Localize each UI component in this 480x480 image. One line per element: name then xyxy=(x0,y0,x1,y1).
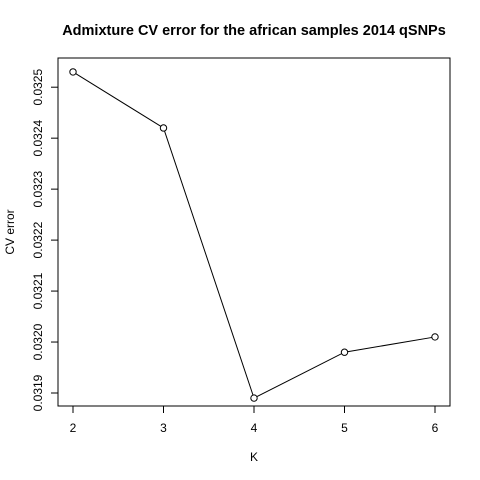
x-tick-label: 2 xyxy=(70,421,77,435)
series-layer xyxy=(69,68,439,402)
y-tick-label: 0.0324 xyxy=(31,119,45,156)
y-axis: 0.0319 0.0320 0.0321 0.0322 0.0323 0.0324 0.03… xyxy=(31,69,59,411)
data-point xyxy=(250,394,258,402)
data-point xyxy=(340,348,349,356)
y-tick-label: 0.0320 xyxy=(31,323,45,360)
x-tick-label: 3 xyxy=(160,421,167,435)
y-tick-label: 0.0321 xyxy=(31,272,45,309)
plot-frame xyxy=(57,57,451,407)
x-tick-label: 4 xyxy=(251,421,258,435)
x-axis: 2 3 4 5 6 xyxy=(70,405,439,435)
data-point xyxy=(159,124,168,132)
x-tick-label: 6 xyxy=(432,421,439,435)
y-axis-label: CV error xyxy=(3,209,17,254)
data-point xyxy=(69,68,77,76)
x-axis-label: K xyxy=(250,450,258,464)
data-point xyxy=(431,333,439,341)
chart-title: Admixture CV error for the african sampl… xyxy=(62,23,446,39)
x-tick-label: 5 xyxy=(341,421,348,435)
y-tick-label: 0.0325 xyxy=(31,69,45,106)
series-line xyxy=(72,71,436,399)
y-tick-label: 0.0323 xyxy=(31,170,45,207)
y-tick-label: 0.0322 xyxy=(31,221,45,258)
y-tick-label: 0.0319 xyxy=(31,374,45,411)
